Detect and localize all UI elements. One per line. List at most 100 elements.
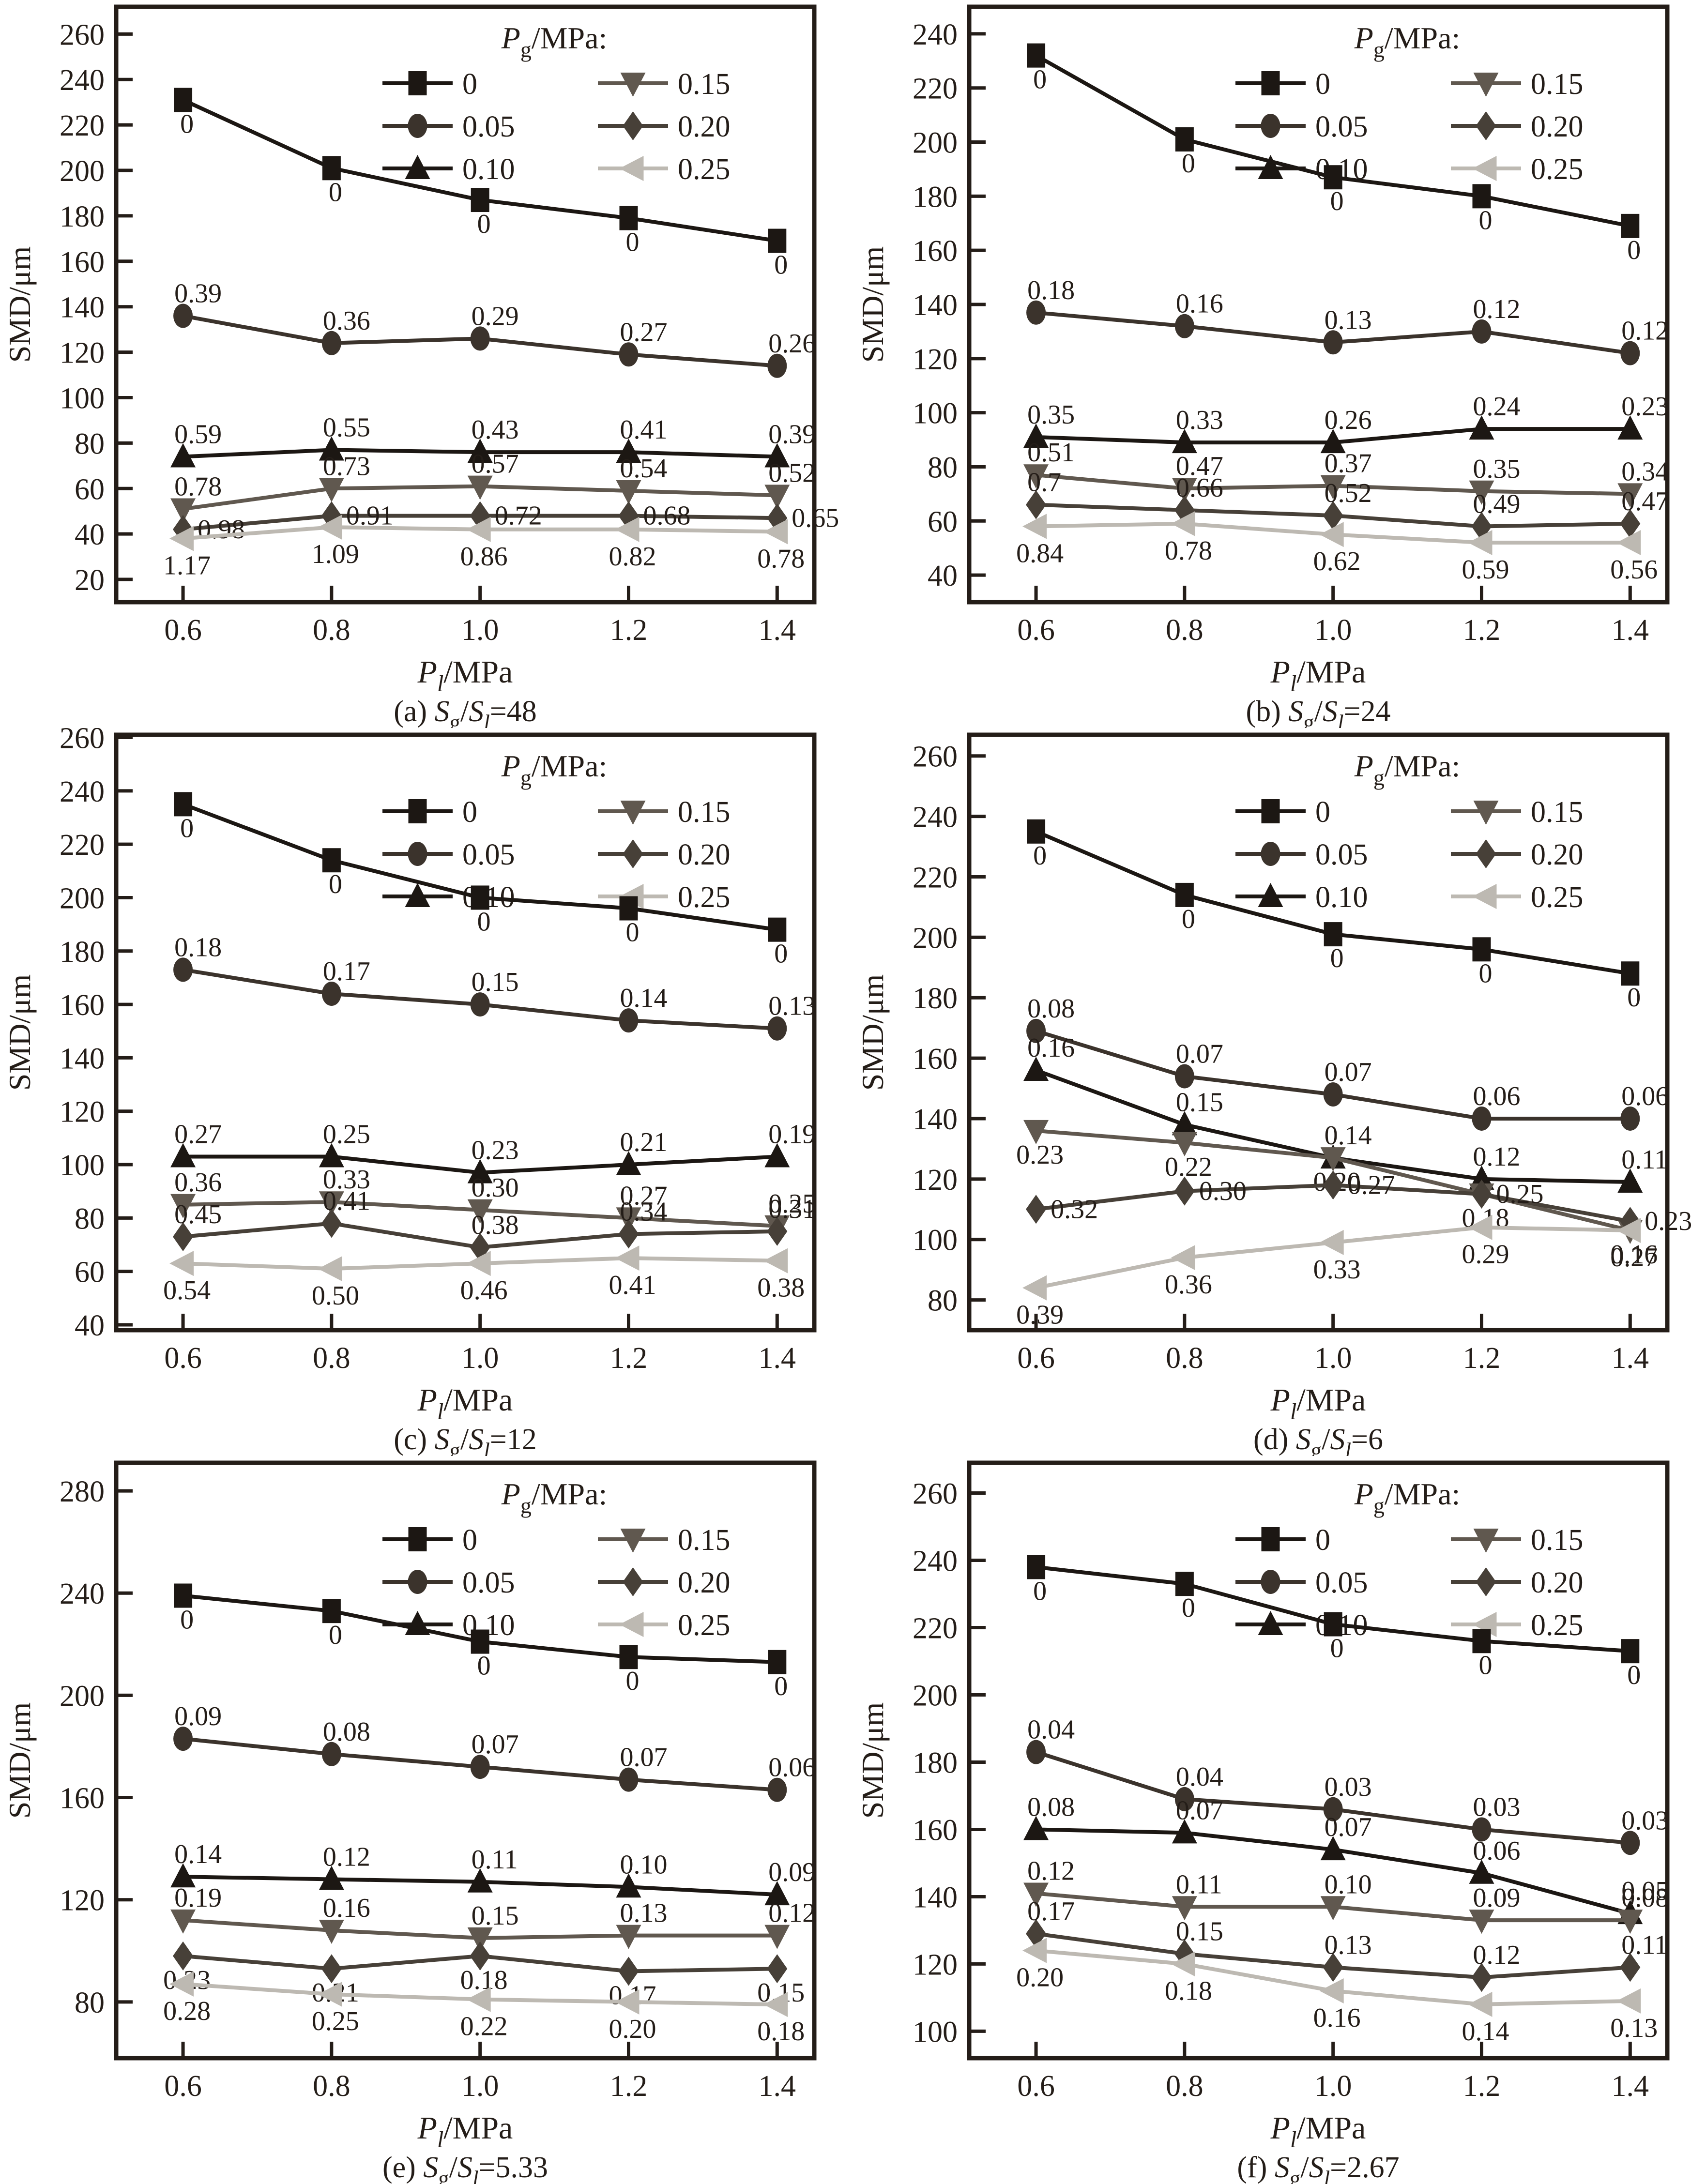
diamond-marker (321, 1954, 342, 1984)
y-axis-label: SMD/μm (2, 1702, 37, 1819)
legend-item-0.05: 0.05 (1235, 838, 1368, 871)
plot-frame (114, 4, 817, 605)
y-tick-label: 120 (913, 1948, 958, 1981)
chart-f: 100 120 140 160 180 200 220 240 260 0.6 0.8 1.0 1.2 1… (855, 1460, 1670, 2184)
legend-title: Pg/MPa: (1354, 1477, 1461, 1518)
triangle-up-marker (467, 439, 493, 463)
square-marker (322, 848, 341, 873)
y-axis-label: SMD/μm (2, 974, 37, 1091)
triangle-up-marker (1469, 415, 1494, 440)
triangle-down-marker (1617, 483, 1643, 508)
point-label: 0.15 (1176, 1087, 1223, 1117)
circle-marker (1620, 341, 1640, 365)
triangle-left-marker (1171, 511, 1195, 536)
plot-frame (967, 732, 1670, 1333)
triangle-left-marker (318, 1982, 342, 2007)
legend-item-0.10: 0.10 (1235, 881, 1368, 914)
triangle-up-marker (467, 1159, 493, 1183)
subplot-c: 40 60 80 100 120 140 160 180 200 220 240 260 0.6 0.8 1… (0, 728, 853, 1456)
chart-e: 80 120 160 200 240 280 0.6 0.8 1.0 1.2 1.4 SMD/μm Pl… (2, 1460, 817, 2184)
point-label: 0.13 (1610, 2013, 1658, 2043)
point-label: 0.39 (1016, 1300, 1064, 1330)
y-tick-label: 200 (60, 882, 105, 915)
legend-item-label: 0.20 (678, 1566, 731, 1599)
series-0.25: 0.20 0.18 0.16 0.14 0.13 (1016, 1938, 1658, 2047)
legend-item-0.05: 0.05 (1235, 1566, 1368, 1599)
y-tick-label: 120 (60, 1096, 105, 1129)
diamond-marker (173, 1222, 194, 1251)
square-marker (1027, 1555, 1046, 1579)
point-label: 0.12 (323, 1842, 370, 1872)
series-0: 0 0 0 0 0 (1027, 1555, 1641, 1690)
circle-marker (173, 303, 193, 328)
y-tick-label: 160 (60, 989, 105, 1022)
circle-marker (470, 326, 490, 351)
series-0: 0 0 0 0 0 (174, 792, 788, 969)
caption: (a) Sg/Sl=48 (394, 695, 537, 728)
x-tick-label: 0.6 (164, 2070, 202, 2103)
square-marker (1175, 127, 1194, 152)
triangle-up-marker (1023, 423, 1049, 448)
point-label: 0.35 (1473, 454, 1520, 484)
series-0.05: 0.09 0.08 0.07 0.07 0.06 (173, 1701, 816, 1802)
chart-svg-a: 20 40 60 80 100 120 140 160 180 200 220 240 260 0.6 0.… (2, 4, 839, 728)
point-label: 0.18 (460, 1965, 508, 1995)
point-label: 0.04 (1027, 1715, 1075, 1745)
diamond-icon (1476, 111, 1496, 140)
y-tick-label: 100 (60, 382, 105, 415)
point-label: 0.03 (1325, 1772, 1372, 1802)
triangle-down-marker (170, 1909, 196, 1934)
circle-marker (321, 1742, 341, 1766)
point-label: 0.23 (472, 1136, 519, 1166)
triangle-left-marker (169, 1971, 194, 1997)
chart-svg-f: 100 120 140 160 180 200 220 240 260 0.6 0.8 1.0 1.2 1… (855, 1460, 1670, 2184)
point-label: 0.36 (1165, 1270, 1212, 1300)
triangle-down-marker (319, 1191, 344, 1216)
series-0.20: 0.7 0.66 0.52 0.49 0.47 (1026, 468, 1669, 541)
triangle-down-marker (467, 475, 493, 500)
x-tick-label: 0.8 (313, 2070, 350, 2103)
legend-item-label: 0.05 (462, 110, 515, 143)
point-label: 0.06 (768, 1753, 816, 1783)
square-marker (174, 1583, 193, 1608)
point-label: 0 (625, 1666, 639, 1696)
y-tick-label: 60 (928, 505, 958, 538)
point-label: 0.03 (1473, 1792, 1520, 1822)
triangle-left-icon (1472, 156, 1497, 181)
point-label: 0.57 (472, 449, 519, 479)
legend-item-label: 0.20 (678, 838, 731, 871)
triangle-up-marker (764, 1143, 790, 1168)
triangle-left-marker (1319, 522, 1344, 547)
point-label: 0.33 (1313, 1255, 1361, 1285)
x-axis-label: Pl/MPa (417, 2110, 513, 2153)
plot-frame (114, 732, 817, 1333)
x-tick-label: 1.4 (759, 614, 796, 647)
x-tick-label: 1.4 (759, 2070, 796, 2103)
point-label: 0.08 (1027, 994, 1075, 1024)
point-label: 0.07 (472, 1729, 519, 1759)
diamond-marker (1620, 1207, 1641, 1236)
y-tick-label: 180 (60, 200, 105, 233)
legend-item-0.25: 0.25 (598, 153, 731, 186)
circle-icon (1261, 842, 1280, 866)
triangle-up-marker (319, 1143, 344, 1168)
point-label: 0.55 (323, 412, 370, 442)
point-label: 0.38 (472, 1210, 519, 1240)
triangle-left-marker (1022, 1938, 1047, 1963)
legend-item-0.05: 0.05 (1235, 110, 1368, 143)
circle-marker (1472, 1106, 1492, 1131)
chart-svg-d: 80 100 120 140 160 180 200 220 240 260 0.6 0.8 1.0 1.… (855, 732, 1692, 1456)
x-axis-label: Pl/MPa (1270, 654, 1366, 697)
point-label: 0.26 (768, 329, 816, 359)
series-0.15: 0.78 0.73 0.57 0.54 0.52 (170, 449, 816, 523)
point-label: 0 (1627, 235, 1641, 265)
legend-item-0: 0 (1235, 796, 1330, 829)
series-0.20: 0.45 0.41 0.38 0.34 0.31 (173, 1186, 816, 1262)
triangle-down-marker (1023, 1120, 1049, 1144)
diamond-marker (321, 1209, 342, 1238)
point-label: 0.24 (1473, 392, 1520, 422)
legend-item-0.15: 0.15 (1451, 796, 1584, 829)
point-label: 0.16 (1610, 1240, 1658, 1270)
point-label: 0.37 (1325, 449, 1372, 479)
y-tick-label: 240 (60, 1577, 105, 1610)
